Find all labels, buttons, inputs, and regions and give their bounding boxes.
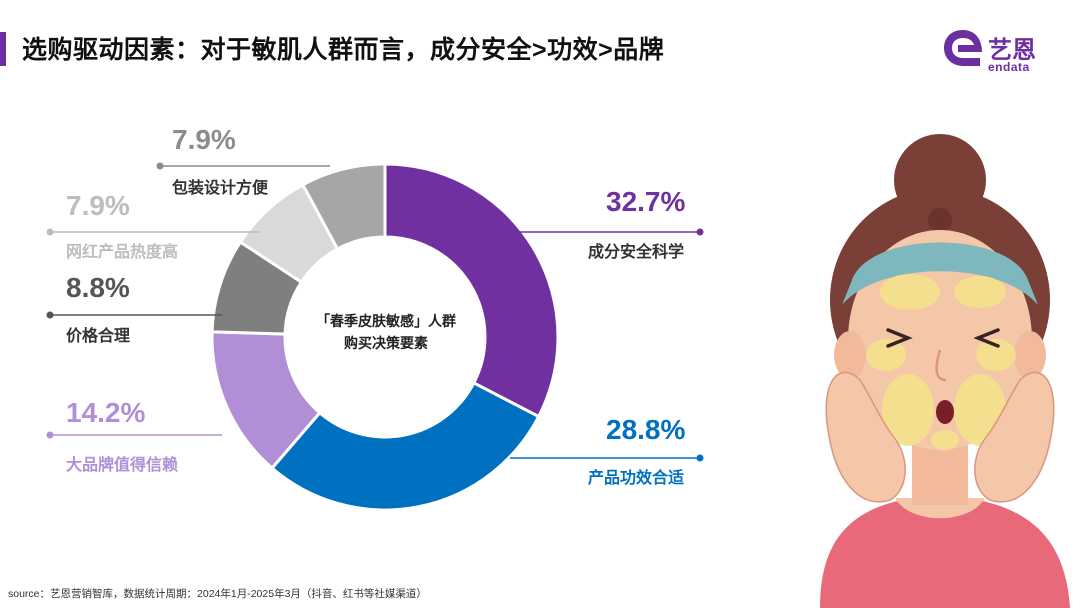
donut-slice-5 [300, 162, 387, 252]
center-label-line1: 「春季皮肤敏感」人群 [316, 313, 456, 329]
leader-dot-1 [696, 454, 704, 462]
slice-category-label-1: 产品功效合适 [588, 470, 685, 487]
page-title: 选购驱动因素：对于敏肌人群而言，成分安全>功效>品牌 [22, 36, 665, 64]
title-accent-bar [0, 32, 6, 66]
woman-illustration [820, 134, 1070, 608]
slice-value-label-0: 32.7% [606, 186, 686, 217]
donut-slice-1 [269, 380, 541, 512]
logo-english-text: endata [988, 60, 1030, 74]
slice-category-label-5: 包装设计方便 [172, 180, 269, 197]
donut-center-label: 「春季皮肤敏感」人群 购买决策要素 [300, 310, 472, 354]
brand-logo: 艺恩 endata [940, 22, 1060, 78]
leader-dot-0 [696, 228, 704, 236]
leader-dot-4 [46, 228, 54, 236]
center-label-line2: 购买决策要素 [344, 335, 428, 351]
donut-slice-0 [383, 162, 560, 419]
slice-category-label-4: 网红产品热度高 [66, 244, 179, 261]
leader-dot-2 [46, 431, 54, 439]
slice-category-label-0: 成分安全科学 [588, 244, 685, 261]
source-note: source：艺恩营销智库，数据统计周期：2024年1月-2025年3月（抖音、… [8, 588, 427, 600]
endata-logo-icon [944, 30, 982, 66]
slice-value-label-4: 7.9% [66, 190, 130, 221]
donut-chart [46, 162, 704, 512]
slice-value-label-1: 28.8% [606, 414, 686, 445]
slice-value-label-2: 14.2% [66, 397, 146, 428]
slice-category-label-2: 大品牌值得信赖 [66, 457, 179, 474]
logo-chinese-text: 艺恩 [988, 37, 1036, 64]
leader-dot-5 [156, 162, 164, 170]
slice-value-label-5: 7.9% [172, 124, 236, 155]
slice-value-label-3: 8.8% [66, 272, 130, 303]
leader-dot-3 [46, 311, 54, 319]
slice-category-label-3: 价格合理 [66, 328, 131, 345]
